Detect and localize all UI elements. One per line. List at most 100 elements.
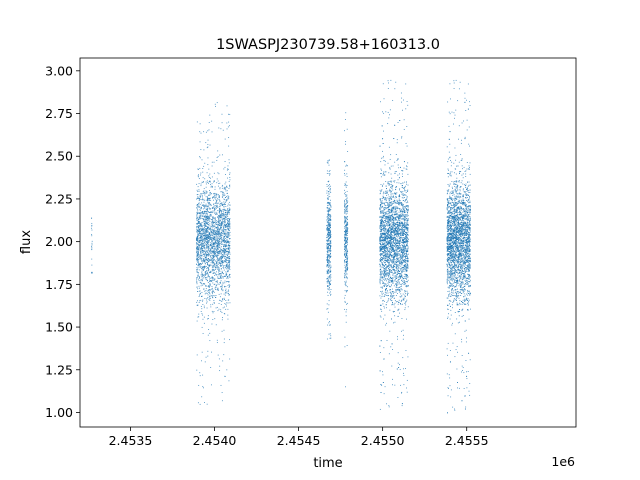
data-point bbox=[207, 202, 209, 203]
data-point bbox=[200, 207, 202, 209]
data-point bbox=[212, 266, 214, 268]
data-point bbox=[201, 215, 203, 217]
data-point bbox=[207, 247, 209, 249]
data-point bbox=[199, 229, 200, 230]
data-point bbox=[226, 277, 228, 279]
data-point bbox=[215, 286, 217, 288]
data-point bbox=[213, 242, 215, 244]
data-point bbox=[346, 223, 348, 225]
data-point bbox=[214, 263, 216, 265]
data-point bbox=[198, 228, 200, 230]
data-point bbox=[381, 249, 383, 251]
data-point bbox=[213, 284, 215, 286]
data-point bbox=[224, 226, 226, 228]
data-point bbox=[346, 216, 348, 218]
data-point bbox=[391, 264, 393, 266]
data-point bbox=[227, 245, 229, 246]
data-point bbox=[227, 197, 229, 199]
data-point bbox=[207, 219, 209, 220]
data-point bbox=[203, 236, 205, 238]
data-point bbox=[392, 349, 394, 350]
data-point bbox=[407, 292, 409, 294]
data-point bbox=[228, 257, 230, 259]
data-point bbox=[198, 384, 200, 386]
data-point bbox=[225, 275, 227, 277]
data-point bbox=[197, 275, 199, 277]
data-point bbox=[218, 211, 220, 213]
data-point bbox=[387, 123, 389, 125]
data-point bbox=[206, 247, 208, 249]
data-point bbox=[212, 222, 214, 224]
data-point bbox=[399, 291, 401, 293]
data-point bbox=[396, 280, 397, 282]
data-point bbox=[391, 242, 393, 243]
data-point bbox=[209, 192, 211, 194]
data-point bbox=[345, 226, 347, 228]
data-point bbox=[217, 289, 219, 291]
data-point bbox=[386, 207, 387, 209]
data-point bbox=[202, 218, 204, 220]
data-point bbox=[395, 195, 397, 197]
data-point bbox=[199, 199, 200, 201]
data-point bbox=[328, 207, 330, 209]
data-point bbox=[400, 235, 402, 236]
data-point bbox=[212, 210, 214, 212]
data-point bbox=[214, 262, 216, 264]
data-point bbox=[202, 241, 204, 242]
data-point bbox=[330, 245, 332, 247]
data-point bbox=[220, 280, 222, 282]
data-point bbox=[400, 229, 402, 231]
data-point bbox=[217, 243, 219, 245]
data-point bbox=[220, 282, 222, 284]
data-point bbox=[401, 330, 402, 332]
data-point bbox=[407, 104, 409, 106]
data-point bbox=[346, 218, 348, 220]
data-point bbox=[209, 296, 211, 298]
data-point bbox=[212, 218, 214, 220]
data-point bbox=[222, 299, 224, 301]
data-point bbox=[198, 227, 200, 229]
data-point bbox=[208, 253, 210, 255]
data-point bbox=[204, 211, 206, 212]
data-point bbox=[407, 257, 408, 259]
data-point bbox=[226, 105, 228, 107]
data-point bbox=[327, 265, 328, 266]
data-point bbox=[212, 291, 213, 293]
data-point bbox=[202, 229, 204, 230]
data-point bbox=[219, 258, 221, 260]
data-point bbox=[218, 228, 220, 230]
data-point bbox=[404, 238, 405, 239]
data-point bbox=[327, 198, 329, 200]
data-point bbox=[218, 231, 220, 232]
data-point bbox=[380, 230, 382, 232]
data-point bbox=[201, 199, 203, 201]
data-point bbox=[196, 236, 198, 238]
data-point bbox=[222, 129, 224, 131]
data-point bbox=[329, 236, 331, 238]
data-point bbox=[388, 236, 390, 238]
data-point bbox=[381, 295, 383, 297]
data-point bbox=[344, 282, 346, 284]
data-point bbox=[329, 249, 331, 250]
data-point bbox=[228, 226, 230, 228]
data-point bbox=[220, 263, 222, 265]
data-point bbox=[216, 256, 218, 258]
data-point bbox=[221, 196, 223, 198]
data-point bbox=[196, 211, 198, 213]
data-point bbox=[216, 226, 218, 228]
data-point bbox=[228, 201, 230, 203]
data-point bbox=[328, 238, 330, 240]
data-point bbox=[222, 229, 223, 231]
data-point bbox=[216, 289, 218, 291]
data-point bbox=[384, 253, 386, 255]
data-point bbox=[197, 191, 199, 192]
data-point bbox=[200, 268, 202, 270]
data-point bbox=[208, 261, 210, 263]
data-point bbox=[393, 207, 395, 209]
data-point bbox=[221, 261, 223, 263]
data-point bbox=[390, 180, 392, 182]
data-point bbox=[205, 285, 206, 287]
data-point bbox=[208, 227, 210, 229]
data-point bbox=[399, 234, 401, 236]
data-point bbox=[329, 245, 331, 247]
